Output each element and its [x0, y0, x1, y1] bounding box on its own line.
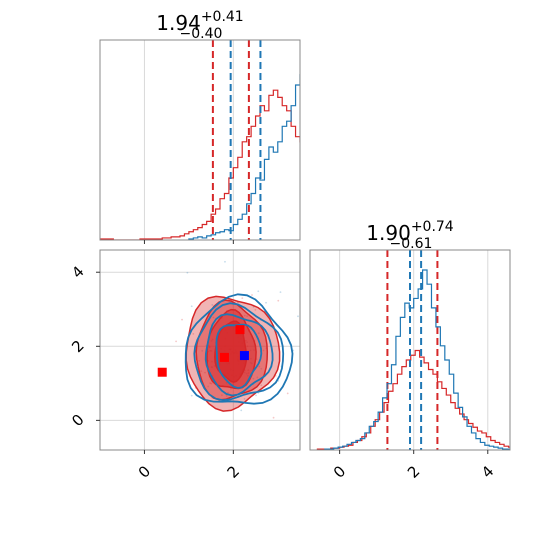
contour-blue-1	[204, 313, 274, 397]
histogram-right-series-0	[316, 349, 510, 450]
scatter-point-0-23	[211, 304, 214, 306]
scatter-point-0-78	[246, 315, 249, 318]
marker-square-0	[157, 367, 167, 377]
title-top: 1.94+0.41 −0.40	[156, 9, 243, 42]
contour-blue-0	[215, 323, 263, 389]
tick-label-right-2: 4	[478, 462, 497, 481]
scatter-point-1-72	[192, 332, 195, 335]
contours	[184, 293, 294, 412]
histogram-top	[100, 40, 300, 240]
scatter-point-0-34	[265, 301, 267, 304]
title-right: 1.90+0.74 −0.61	[366, 219, 454, 252]
scatter-point-1-50	[254, 308, 257, 311]
scatter-point-1-73	[198, 359, 201, 362]
grid-top	[143, 40, 234, 240]
scatter-point-1-61	[209, 382, 212, 385]
scatter-point-0-32	[243, 397, 246, 400]
contour-blue-2	[193, 302, 285, 402]
marginal-x-panel: 1.94+0.41 −0.40	[99, 9, 301, 244]
scatter-point-0-29	[186, 271, 189, 274]
scatter-point-1-85	[212, 316, 215, 319]
tick-label-joint-y-2: 4	[68, 262, 87, 281]
marker-square-3	[239, 351, 249, 361]
scatter-point-0-4	[256, 376, 259, 379]
title-right-lower: −0.61	[390, 236, 433, 252]
scatter-point-1-41	[258, 365, 261, 368]
histogram-right-series-1	[324, 269, 510, 450]
scatter-point-1-76	[204, 371, 206, 374]
tick-label-right-0: 0	[330, 462, 349, 481]
scatter-point-1-36	[243, 314, 246, 317]
scatter-point-0-86	[190, 394, 193, 397]
tick-label-joint-x-0: 0	[135, 462, 154, 481]
grid-right	[339, 250, 489, 450]
ticks-right: 0 2 4	[330, 450, 498, 482]
marginal-y-panel: 0 2 4 1.90+0.74 −0.61	[309, 219, 511, 482]
scatter-point-0-45	[252, 377, 255, 380]
title-top-lower: −0.40	[180, 26, 223, 42]
scatter-point-0-15	[201, 349, 204, 352]
title-right-upper: +0.74	[411, 219, 454, 235]
scatter-point-1-16	[277, 299, 280, 302]
tick-label-joint-y-0: 0	[68, 411, 87, 430]
scatter-point-1-77	[260, 384, 263, 387]
scatter-point-0-21	[190, 305, 193, 308]
frame-right	[309, 249, 511, 451]
ticks-top	[143, 240, 234, 244]
scatter-point-1-35	[200, 370, 203, 373]
scatter-point-0-5	[240, 409, 243, 412]
scatter-point-1-70	[225, 395, 228, 397]
scatter-point-1-58	[175, 340, 177, 343]
scatter-point-0-53	[279, 291, 282, 294]
markers	[157, 325, 249, 377]
scatter-point-0-30	[257, 290, 260, 293]
scatter-point-0-62	[224, 260, 226, 263]
scatter-point-0-14	[229, 387, 232, 390]
frame-joint	[99, 249, 301, 451]
scatter-point-0-0	[332, 342, 334, 344]
marker-square-2	[235, 325, 245, 335]
scatter-point-1-8	[286, 392, 289, 395]
scatter-point-1-3	[241, 297, 244, 300]
scatter-point-0-38	[227, 391, 229, 394]
tick-label-joint-y-1: 2	[68, 337, 87, 356]
tick-label-right-1: 2	[404, 462, 423, 481]
title-top-upper: +0.41	[201, 9, 244, 25]
scatter-point-1-15	[210, 382, 213, 385]
tick-label-joint-x-1: 2	[224, 462, 243, 481]
title-top-value: 1.94	[156, 11, 201, 35]
scatter-point-1-86	[272, 416, 275, 419]
histogram-right	[316, 250, 510, 450]
scatter-point-1-14	[251, 294, 253, 296]
title-right-value: 1.90	[366, 221, 411, 245]
scatter-point-1-18	[257, 332, 260, 335]
scatter-point-1-68	[262, 349, 265, 352]
marker-square-1	[219, 352, 229, 362]
joint-panel: 0 2 0 2 4	[68, 249, 334, 482]
scatter-point-1-80	[181, 318, 183, 321]
scatter-point-0-47	[255, 394, 257, 397]
scatter-point-1-60	[221, 394, 223, 397]
scatter-point-0-82	[260, 367, 263, 370]
scatter-point-0-79	[297, 315, 299, 318]
histogram-top-series-1	[188, 74, 300, 240]
frame-top	[99, 39, 301, 241]
scatter-point-0-66	[207, 385, 210, 388]
contour-blue-3	[184, 293, 294, 405]
histogram-top-series-0	[100, 89, 300, 240]
